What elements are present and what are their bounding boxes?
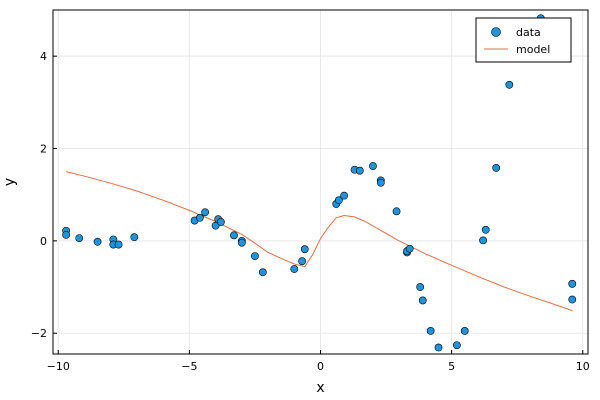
data-point	[434, 343, 443, 352]
data-point	[405, 244, 414, 253]
x-tick-label: −10	[47, 360, 70, 373]
data-point	[93, 237, 102, 246]
data-point	[355, 166, 364, 175]
y-tick-label: 2	[40, 143, 47, 156]
x-axis-title: x	[316, 380, 324, 396]
data-point	[216, 218, 225, 226]
data-point	[481, 225, 490, 234]
data-point	[460, 327, 469, 335]
y-axis-title: y	[2, 178, 18, 186]
data-point	[75, 234, 84, 243]
data-point	[230, 231, 238, 240]
data-point	[300, 245, 309, 254]
y-tick-label: 0	[40, 235, 47, 248]
legend-data-label: data	[516, 26, 541, 39]
y-tick-label: 4	[40, 50, 47, 63]
data-point	[568, 295, 577, 304]
data-point	[479, 236, 487, 245]
data-point	[195, 213, 204, 222]
data-point	[340, 191, 349, 200]
x-tick-label: 10	[576, 360, 590, 373]
data-point	[416, 283, 425, 291]
data-point	[298, 257, 307, 266]
model-line	[65, 171, 573, 312]
data-point	[237, 238, 246, 247]
data-point	[505, 80, 514, 89]
data-point	[114, 240, 123, 249]
legend-box	[475, 17, 572, 63]
legend-data-marker	[491, 27, 501, 37]
x-tick-label: 5	[448, 360, 455, 373]
data-point	[369, 162, 377, 170]
data-point	[334, 196, 343, 205]
data-point	[426, 327, 435, 335]
legend-model-label: model	[516, 43, 550, 56]
y-tick-label: −2	[31, 327, 47, 340]
data-point	[568, 279, 577, 288]
data-point	[130, 233, 139, 242]
data-point	[492, 164, 501, 172]
ticks-layer: −10 −5 0 5 10 −2 0 2 4	[31, 50, 590, 373]
x-tick-label: −5	[181, 360, 197, 373]
data-point	[452, 341, 461, 350]
data-point	[201, 208, 210, 217]
data-point	[251, 252, 259, 261]
legend: data model	[475, 17, 572, 63]
data-point	[258, 268, 267, 277]
data-point	[376, 178, 385, 187]
data-point	[392, 207, 401, 216]
series-layer	[62, 14, 577, 352]
data-point	[290, 265, 299, 273]
data-point	[62, 230, 71, 239]
data-point	[418, 296, 427, 305]
x-tick-label: 0	[317, 360, 324, 373]
